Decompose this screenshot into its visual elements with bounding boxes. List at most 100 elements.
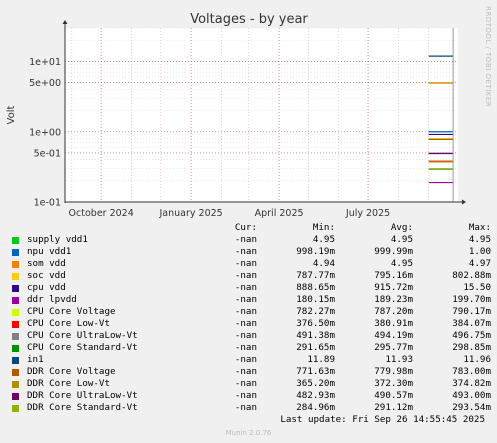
legend-row-ddr-core-voltage: DDR Core Voltage -nan 771.63m 779.98m 783.00… <box>12 366 491 378</box>
legend-swatch <box>12 296 19 304</box>
legend-max: 293.54m <box>452 402 491 413</box>
legend-cur: -nan <box>234 318 257 329</box>
legend-avg: 372.30m <box>374 378 413 389</box>
x-tick-label: January 2025 <box>159 208 223 219</box>
legend-avg: 4.95 <box>390 234 413 245</box>
legend-cur: -nan <box>234 378 257 389</box>
y-axis-arrow <box>62 20 68 24</box>
x-tick-label: April 2025 <box>255 208 304 219</box>
legend-max: 496.75m <box>452 330 491 341</box>
y-tick-label: 1e+00 <box>29 127 61 138</box>
legend-row-soc-vdd: soc vdd -nan 787.77m 795.16m 802.88m <box>12 270 491 282</box>
legend-max: 298.85m <box>452 342 491 353</box>
x-tick-label: July 2025 <box>345 208 390 219</box>
legend-cur: -nan <box>234 294 257 305</box>
legend-label: DDR Core Voltage <box>27 366 116 377</box>
last-update: Last update: Fri Sep 26 14:55:45 2025 <box>280 414 485 425</box>
legend-min: 291.65m <box>296 342 335 353</box>
legend-avg: 291.12m <box>374 402 413 413</box>
grid <box>65 27 458 203</box>
y-tick-label: 5e+00 <box>29 78 61 89</box>
legend-row-cpu-core-voltage: CPU Core Voltage -nan 782.27m 787.20m 790.17… <box>12 306 491 318</box>
legend-label: supply vdd1 <box>27 234 88 245</box>
legend-row-ddr-core-low-vt: DDR Core Low-Vt -nan 365.20m 372.30m 374.82m <box>12 378 491 390</box>
legend-avg: 380.91m <box>374 318 413 329</box>
legend-avg: 787.20m <box>374 306 413 317</box>
legend-swatch <box>12 404 19 412</box>
legend-min: 284.96m <box>296 402 335 413</box>
legend-cur: -nan <box>234 234 257 245</box>
legend-cur: -nan <box>234 270 257 281</box>
legend-rows: supply vdd1 -nan 4.95 4.95 4.95 npu vdd1 -nan 9… <box>12 234 491 414</box>
legend-header: Cur: Min: Avg: Max: <box>12 222 491 234</box>
legend-row-npu-vdd1: npu vdd1 -nan 998.19m 999.99m 1.00 <box>12 246 491 258</box>
plot-area <box>65 28 458 202</box>
legend-label: CPU Core Low-Vt <box>27 318 110 329</box>
legend-max: 374.82m <box>452 378 491 389</box>
axes: 1e+01 5e+00 1e+00 5e-01 1e-01 October 2024 Jan… <box>29 20 466 219</box>
legend-cur: -nan <box>234 306 257 317</box>
legend-label: som vdd <box>27 258 66 269</box>
munin-version: Munin 2.0.76 <box>225 429 272 437</box>
legend-min: 11.89 <box>307 354 335 365</box>
legend-avg: 490.57m <box>374 390 413 401</box>
legend-swatch <box>12 248 19 256</box>
legend-max: 790.17m <box>452 306 491 317</box>
y-axis-label: Volt <box>6 105 17 124</box>
legend-swatch <box>12 272 19 280</box>
legend-min: 376.50m <box>296 318 335 329</box>
legend-min: 771.63m <box>296 366 335 377</box>
legend-swatch <box>12 368 19 376</box>
series-layer <box>428 28 454 202</box>
legend-cur: -nan <box>234 246 257 257</box>
legend-avg: 779.98m <box>374 366 413 377</box>
legend-row-som-vdd: som vdd -nan 4.94 4.95 4.97 <box>12 258 491 270</box>
legend-avg: 189.23m <box>374 294 413 305</box>
y-tick-label: 1e-01 <box>34 198 61 209</box>
chart-title: Voltages - by year <box>190 12 308 27</box>
legend-swatch <box>12 320 19 328</box>
legend-max: 11.96 <box>463 354 491 365</box>
legend-label: npu vdd1 <box>27 246 72 257</box>
voltage-chart: 1e+01 5e+00 1e+00 5e-01 1e-01 October 2024 Jan… <box>6 6 492 219</box>
legend-label: soc vdd <box>27 270 66 281</box>
legend-avg: 795.16m <box>374 270 413 281</box>
legend-min: 888.65m <box>296 282 335 293</box>
legend-max: 199.70m <box>452 294 491 305</box>
legend-label: in1 <box>27 354 44 365</box>
legend-min: 998.19m <box>296 246 335 257</box>
legend-avg: 494.19m <box>374 330 413 341</box>
x-tick-label: October 2024 <box>69 208 134 219</box>
legend-row-ddr-core-ultralow-vt: DDR Core UltraLow-Vt -nan 482.93m 490.57m 49… <box>12 390 491 402</box>
legend-label: CPU Core Standard-Vt <box>27 342 138 353</box>
legend-max: 15.50 <box>463 282 491 293</box>
legend-avg: 999.99m <box>374 246 413 257</box>
y-tick-label: 1e+01 <box>29 57 61 68</box>
legend-max: 384.07m <box>452 318 491 329</box>
legend-swatch <box>12 284 19 292</box>
legend-label: CPU Core Voltage <box>27 306 116 317</box>
legend-max: 1.00 <box>468 246 491 257</box>
legend-min: 782.27m <box>296 306 335 317</box>
legend-min: 180.15m <box>296 294 335 305</box>
rrdtool-watermark: RRDTOOL / TOBI OETIKER <box>484 6 492 107</box>
legend-header-cur: Cur: <box>234 222 257 233</box>
legend-header-spacer <box>12 225 19 232</box>
legend-cur: -nan <box>234 330 257 341</box>
legend-cur: -nan <box>234 354 257 365</box>
legend-label: CPU Core UltraLow-Vt <box>27 330 138 341</box>
x-axis-arrow <box>462 199 466 205</box>
legend-row-supply-vdd1: supply vdd1 -nan 4.95 4.95 4.95 <box>12 234 491 246</box>
legend-min: 4.95 <box>312 234 335 245</box>
legend-min: 491.38m <box>296 330 335 341</box>
legend-row-cpu-core-low-vt: CPU Core Low-Vt -nan 376.50m 380.91m 384.07m <box>12 318 491 330</box>
legend-label: DDR Core Low-Vt <box>27 378 110 389</box>
legend-max: 802.88m <box>452 270 491 281</box>
legend-swatch <box>12 236 19 244</box>
legend-min: 482.93m <box>296 390 335 401</box>
legend-row-in1: in1 -nan 11.89 11.93 11.96 <box>12 354 491 366</box>
legend-avg: 295.77m <box>374 342 413 353</box>
legend-cur: -nan <box>234 282 257 293</box>
legend-avg: 4.95 <box>390 258 413 269</box>
legend-swatch <box>12 392 19 400</box>
